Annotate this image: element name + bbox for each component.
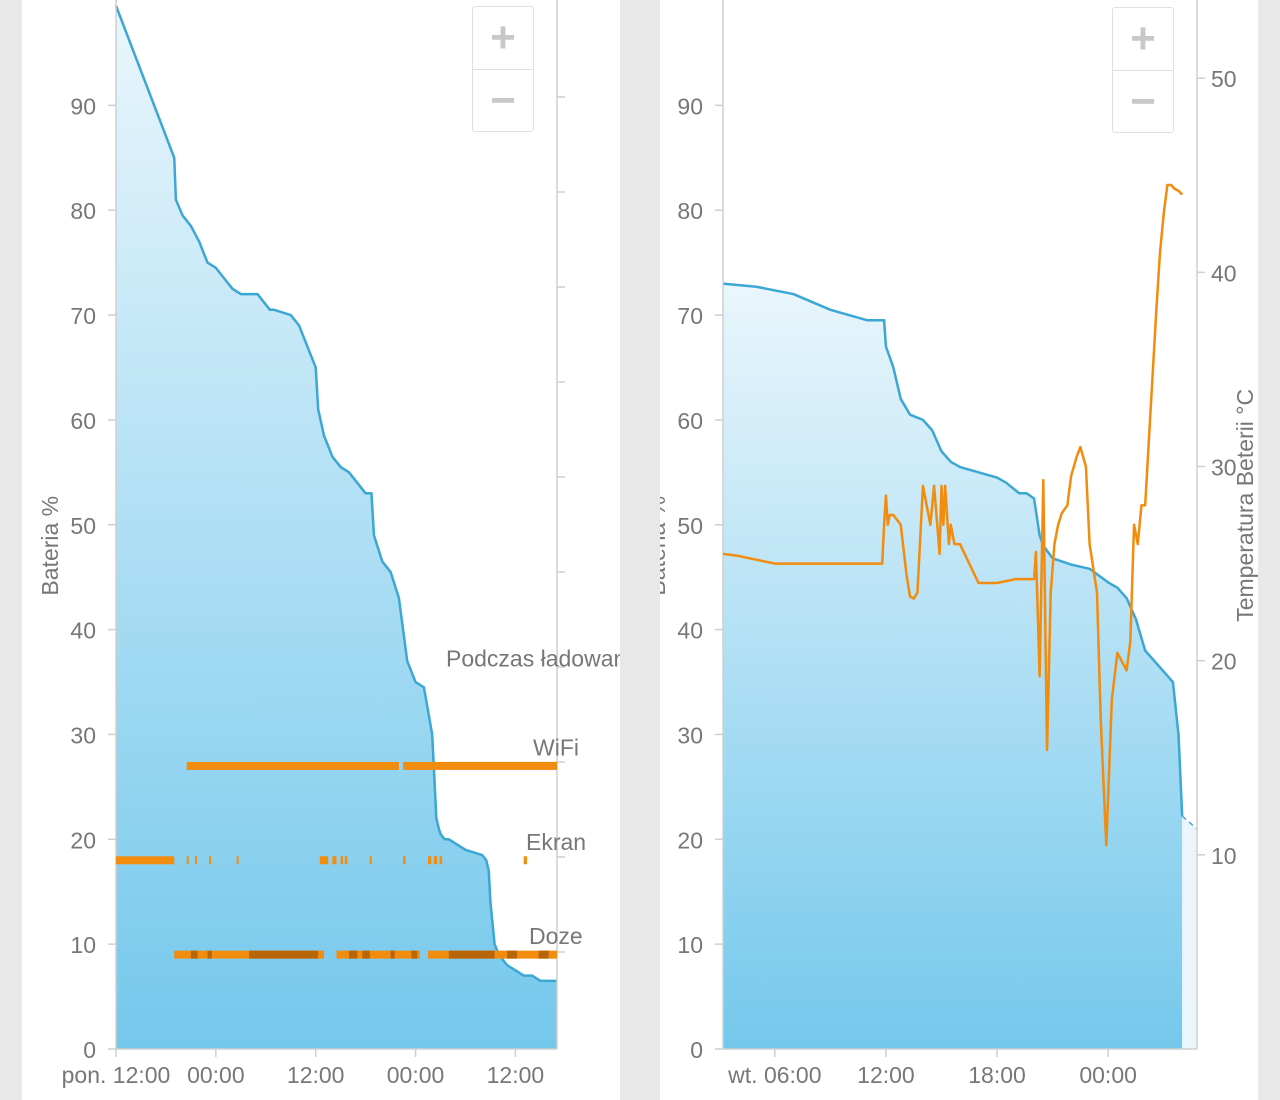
track-segment-ekran <box>209 856 212 865</box>
battery-area <box>723 283 1183 1050</box>
y-tick-label: 30 <box>677 722 703 748</box>
doze-deep-segment <box>390 950 395 959</box>
y2-tick-label: 10 <box>1211 843 1237 869</box>
battery-projection-line <box>1181 815 1198 830</box>
left-zoom-controls: + − <box>472 6 534 132</box>
zoom-out-button[interactable]: − <box>1113 70 1173 133</box>
track-segment-ekran <box>439 856 443 865</box>
x-tick-label: 12:00 <box>487 1062 545 1088</box>
doze-deep-segment <box>448 950 495 959</box>
y-tick-label: 40 <box>70 618 96 644</box>
y2-axis-title: Temperatura Beterii °C <box>1232 389 1258 622</box>
y-tick-label: 50 <box>70 513 96 539</box>
y-tick-label: 70 <box>70 303 96 329</box>
y-tick-label: 60 <box>70 408 96 434</box>
y-axis-title: Bateria % <box>660 496 670 596</box>
doze-deep-segment <box>207 950 212 959</box>
track-label: Ekran <box>526 829 586 855</box>
track-segment-ekran <box>195 856 198 865</box>
y2-tick-label: 30 <box>1211 455 1237 481</box>
y-tick-label: 20 <box>677 827 703 853</box>
y-tick-label: 60 <box>677 408 703 434</box>
x-tick-label: 18:00 <box>968 1062 1026 1088</box>
x-tick-label: 00:00 <box>187 1062 245 1088</box>
doze-deep-segment <box>507 950 518 959</box>
track-segment-ekran <box>428 856 432 865</box>
y-tick-label: 90 <box>677 93 703 119</box>
right-chart-panel: 0 10 20 30 40 50 60 70 80 90 wt. 06:00 12:00 18:00 00… <box>660 0 1258 1100</box>
doze-deep-segment <box>348 950 358 959</box>
temperature-line <box>722 183 1184 847</box>
track-segment-ekran <box>433 856 438 865</box>
y-tick-label: 80 <box>70 198 96 224</box>
y-tick-label: 10 <box>677 932 703 958</box>
battery-usage-chart: 0 10 20 30 40 50 60 70 80 90 pon. 12:00 00:00 12:00 0… <box>37 0 620 1088</box>
y-tick-label: 40 <box>677 618 703 644</box>
y-tick-label: 90 <box>70 93 96 119</box>
track-segment-ekran <box>369 856 372 865</box>
y-axis-title: Bateria % <box>37 496 63 596</box>
track-segment-ekran <box>319 856 329 865</box>
x-tick-label: 12:00 <box>287 1062 345 1088</box>
track-segment-ekran <box>332 856 337 865</box>
x-tick-label: pon. 12:00 <box>62 1062 171 1088</box>
track-segment-doze <box>336 950 420 959</box>
battery-projection-area <box>1182 816 1197 1049</box>
zoom-in-button[interactable]: + <box>1130 14 1156 63</box>
battery-area <box>116 5 557 1049</box>
track-segment-ekran <box>523 856 528 865</box>
doze-deep-segment <box>538 950 549 959</box>
x-tick-label: wt. 06:00 <box>727 1062 821 1088</box>
battery-line <box>114 5 557 983</box>
track-label: WiFi <box>533 734 579 760</box>
track-segment-ekran <box>340 856 344 865</box>
y-tick-label: 0 <box>83 1037 96 1063</box>
doze-deep-segment <box>362 950 370 959</box>
y2-tick-label: 40 <box>1211 260 1237 286</box>
right-zoom-controls: + − <box>1112 7 1174 133</box>
zoom-out-button[interactable]: − <box>473 69 533 132</box>
y-tick-label: 30 <box>70 722 96 748</box>
track-label: Podczas ładowania <box>446 645 620 671</box>
doze-deep-segment <box>190 950 198 959</box>
y2-tick-label: 50 <box>1211 66 1237 92</box>
x-tick-label: 00:00 <box>387 1062 445 1088</box>
doze-deep-segment <box>249 950 319 959</box>
y-tick-label: 10 <box>70 932 96 958</box>
track-segment-wifi <box>403 761 557 770</box>
y-tick-label: 70 <box>677 303 703 329</box>
track-label: Doze <box>529 923 583 949</box>
left-chart-panel: 0 10 20 30 40 50 60 70 80 90 pon. 12:00 00:00 12:00 0… <box>22 0 620 1100</box>
battery-temperature-chart: 0 10 20 30 40 50 60 70 80 90 wt. 06:00 12:00 18:00 00… <box>660 0 1258 1088</box>
y-tick-label: 50 <box>677 513 703 539</box>
track-segment-ekran <box>116 856 175 865</box>
battery-line <box>722 282 1184 817</box>
x-tick-label: 12:00 <box>857 1062 915 1088</box>
track-segment-ekran <box>344 856 348 865</box>
y-tick-label: 20 <box>70 827 96 853</box>
track-segment-ekran <box>403 856 406 865</box>
x-tick-label: 00:00 <box>1079 1062 1137 1088</box>
zoom-in-button[interactable]: + <box>490 13 516 62</box>
doze-deep-segment <box>411 950 418 959</box>
track-segment-ekran <box>236 856 239 865</box>
track-segment-ekran <box>186 856 189 865</box>
y-tick-label: 0 <box>690 1037 703 1063</box>
track-segment-wifi <box>186 761 399 770</box>
y-tick-label: 80 <box>677 198 703 224</box>
y2-tick-label: 20 <box>1211 649 1237 675</box>
